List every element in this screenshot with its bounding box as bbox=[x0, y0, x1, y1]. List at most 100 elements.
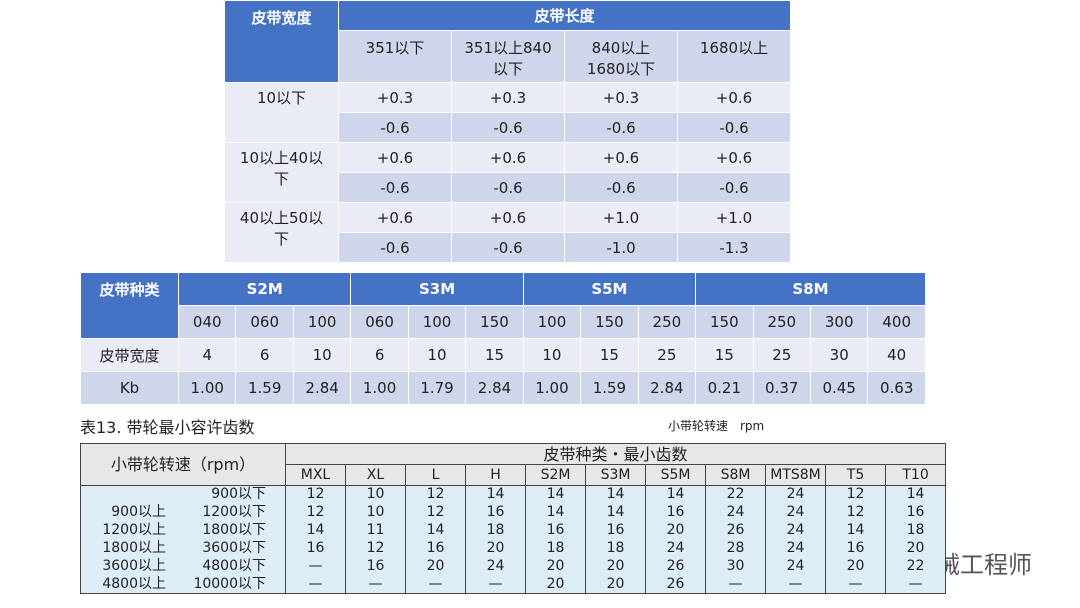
value-cell: 40 bbox=[867, 338, 926, 372]
range-to: 10000以下 bbox=[193, 575, 266, 592]
column-header: S8M bbox=[705, 464, 766, 486]
value-cell: 20 bbox=[884, 539, 947, 558]
subheader-cell: 840以上1680以下 bbox=[564, 30, 678, 83]
value-cell: 16 bbox=[465, 503, 526, 522]
value-cell: 1.59 bbox=[580, 371, 639, 405]
row: -0.6 -0.6 -0.6 -0.6 bbox=[225, 172, 792, 203]
value-cell: 1.00 bbox=[350, 371, 409, 405]
value-cell: 16 bbox=[884, 503, 947, 522]
value-cell: 1.00 bbox=[522, 371, 582, 405]
value-cell: 2.84 bbox=[637, 371, 697, 405]
value-cell: 14 bbox=[585, 503, 646, 522]
value-cell: 16 bbox=[825, 539, 886, 558]
range: 4800以上 10000以下 bbox=[82, 575, 285, 593]
value-cell: — bbox=[705, 575, 766, 594]
range: 1800以上 3600以下 bbox=[82, 540, 285, 557]
range-from: 900以上 bbox=[111, 504, 166, 520]
value-cell: -0.6 bbox=[451, 172, 565, 203]
value-cell: 24 bbox=[765, 557, 826, 576]
value-cell: +0.3 bbox=[564, 82, 678, 113]
group-header: S3M bbox=[350, 272, 524, 306]
group-header: S8M bbox=[695, 272, 926, 306]
value-cell: 1.79 bbox=[407, 371, 467, 405]
value-cell: 0.45 bbox=[809, 371, 869, 405]
header-cell: 皮带种类 bbox=[80, 272, 179, 339]
value-cell: +0.3 bbox=[338, 82, 452, 113]
value-cell: +0.6 bbox=[451, 142, 565, 173]
column-header: S3M bbox=[585, 464, 646, 486]
code-cell: 250 bbox=[752, 305, 811, 339]
value-cell: 22 bbox=[884, 557, 947, 576]
value-cell: 30 bbox=[705, 557, 766, 576]
value-cell: -0.6 bbox=[338, 112, 452, 143]
value-cell: 14 bbox=[285, 521, 346, 540]
row: 351以下 351以上840以下 840以上1680以下 1680以上 bbox=[225, 30, 792, 83]
value-cell: +0.3 bbox=[451, 82, 565, 113]
value-cell: 14 bbox=[585, 485, 646, 504]
value-cell: 12 bbox=[405, 485, 466, 504]
row: 4800以上 10000以下 — — — —20 20 26— — — — bbox=[80, 575, 947, 594]
value-cell: 2.84 bbox=[465, 371, 524, 405]
table: 皮带宽度 皮带长度 351以下 351以上840以下 840以上1680以下 1680以上… bbox=[224, 0, 792, 263]
row-label: 皮带宽度 bbox=[80, 338, 179, 372]
value-cell: 2.84 bbox=[292, 371, 352, 405]
table: 小带轮转速（rpm） 皮带种类・最小齿数 MXL XL L H S2M S3M S5M S8M MT… bbox=[80, 443, 947, 594]
value-cell: -1.3 bbox=[676, 232, 792, 263]
value-cell: 24 bbox=[765, 539, 826, 558]
value-cell: 10 bbox=[522, 338, 582, 372]
value-cell: 12 bbox=[285, 485, 346, 504]
code-cell: 300 bbox=[809, 305, 869, 339]
range-to: 3600以下 bbox=[202, 540, 266, 556]
value-cell: 10 bbox=[292, 338, 352, 372]
table: 皮带种类 S2M S3M S5M S8M 040 060 100 060 100 150 100 150… bbox=[80, 272, 926, 405]
row: 900以上 1200以下 12 10 12 16 14 14 16 24 24 12 16 bbox=[80, 503, 947, 522]
value-cell: 10 bbox=[345, 503, 406, 522]
value-cell: 15 bbox=[695, 338, 754, 372]
value-cell: 18 bbox=[884, 521, 947, 540]
value-cell: — bbox=[825, 575, 886, 594]
value-cell: — bbox=[884, 575, 947, 594]
value-cell: 16 bbox=[405, 539, 466, 558]
range-from bbox=[82, 486, 167, 503]
column-header: XL bbox=[345, 464, 406, 486]
value-cell: 6 bbox=[350, 338, 409, 372]
value-cell: 24 bbox=[645, 539, 706, 558]
row: 1800以上 3600以下 16 12 16 20 18 18 24 28 24 16 20 bbox=[80, 539, 947, 558]
value-cell: 1.59 bbox=[235, 371, 294, 405]
code-cell: 100 bbox=[407, 305, 467, 339]
column-header: H bbox=[465, 464, 526, 486]
value-cell: 1.00 bbox=[177, 371, 237, 405]
value-cell: 22 bbox=[705, 485, 766, 504]
value-cell: -0.6 bbox=[451, 232, 565, 263]
value-cell: 14 bbox=[465, 485, 526, 504]
range: 1200以上 1800以下 bbox=[82, 522, 285, 539]
value-cell: +0.6 bbox=[564, 142, 678, 173]
value-cell: 20 bbox=[525, 557, 586, 576]
row: 1200以上 1800以下 14 11 14 18 16 16 20 26 24 14 18 bbox=[80, 521, 947, 540]
value-cell: 15 bbox=[580, 338, 639, 372]
subheader-cell: 351以上840以下 bbox=[451, 30, 565, 83]
row: 皮带种类 S2M S3M S5M S8M bbox=[80, 272, 926, 339]
value-cell: +0.6 bbox=[451, 202, 565, 233]
code-cell: 100 bbox=[292, 305, 352, 339]
value-cell: 16 bbox=[645, 503, 706, 522]
row: 10以下 +0.3 +0.3 +0.3 +0.6 bbox=[224, 82, 792, 143]
value-cell: -0.6 bbox=[451, 112, 565, 143]
value-cell: -1.0 bbox=[564, 232, 678, 263]
value-cell: 26 bbox=[645, 575, 706, 594]
row: Kb 1.00 1.59 2.84 1.00 1.79 2.84 1.00 1.59 2.84 0.… bbox=[80, 371, 926, 405]
row-label: 10以下 bbox=[224, 82, 339, 143]
value-cell: 26 bbox=[645, 557, 706, 576]
value-cell: +0.6 bbox=[676, 82, 792, 113]
value-cell: 12 bbox=[825, 485, 886, 504]
code-cell: 040 bbox=[177, 305, 237, 339]
value-cell: 14 bbox=[645, 485, 706, 504]
value-cell: 16 bbox=[525, 521, 586, 540]
value-cell: — bbox=[345, 575, 406, 594]
code-cell: 060 bbox=[350, 305, 409, 339]
range: 900以上 1200以下 bbox=[82, 504, 285, 521]
range-cell: 1200以上 1800以下 bbox=[80, 521, 286, 540]
code-cell: 100 bbox=[522, 305, 582, 339]
subheader-cell: 351以下 bbox=[338, 30, 452, 83]
